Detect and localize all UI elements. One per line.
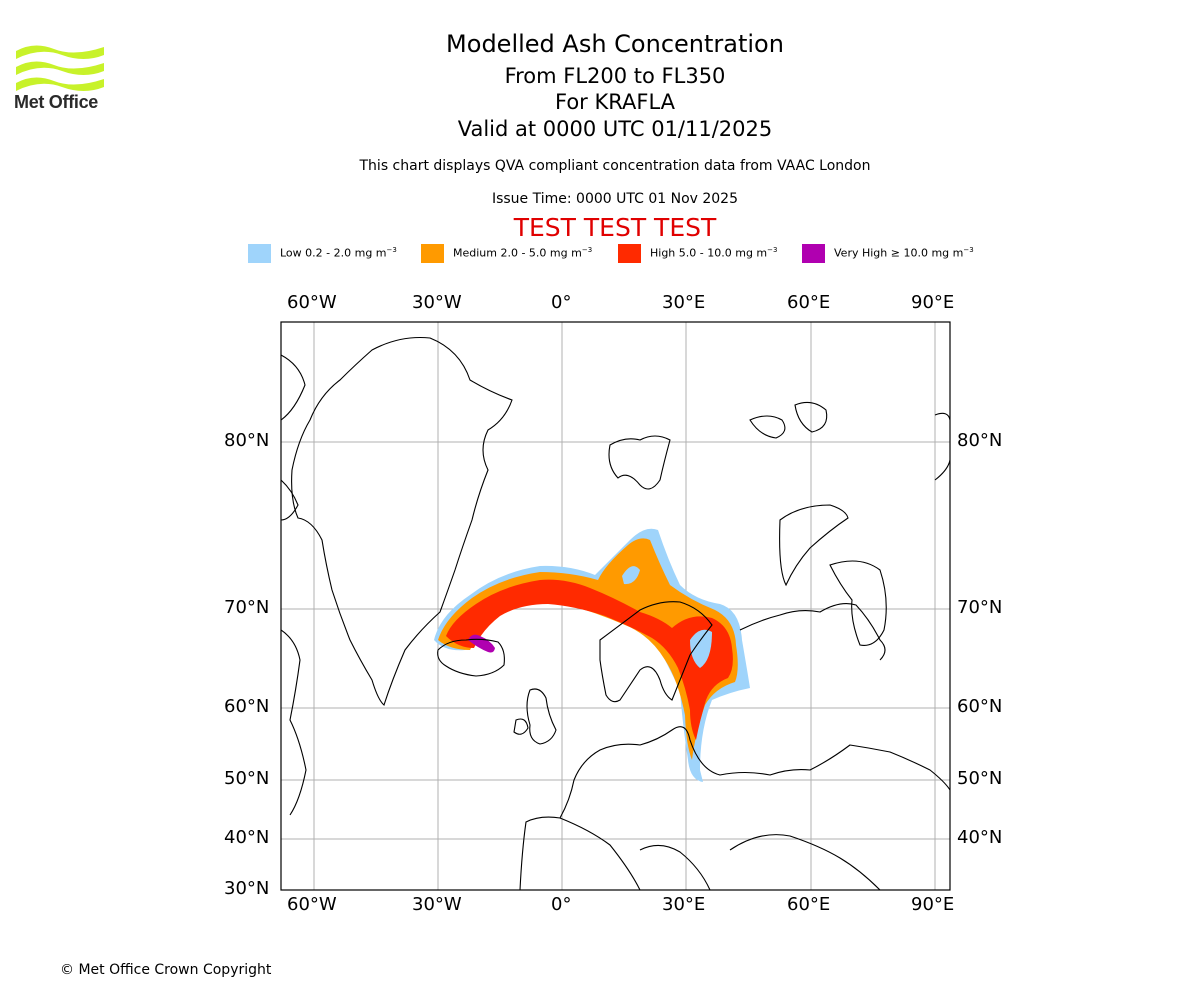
lon-tick-top: 60°E (787, 292, 831, 313)
lon-tick-top: 60°W (287, 292, 337, 313)
lon-tick-top: 90°E (911, 292, 955, 313)
legend-swatch-low (248, 244, 271, 263)
lon-tick-top: 30°W (412, 292, 462, 313)
lat-tick-left: 50°N (224, 768, 270, 789)
test-banner: TEST TEST TEST (513, 213, 717, 242)
legend-label-medium: Medium 2.0 - 5.0 mg m (453, 246, 582, 260)
lon-tick-bottom: 30°E (662, 894, 706, 915)
coastlines (281, 336, 950, 890)
met-office-logo-icon (16, 45, 104, 91)
logo-text: Met Office (14, 92, 99, 112)
map-frame (280, 321, 951, 891)
legend-swatch-high (618, 244, 641, 263)
chart-title: Modelled Ash Concentration (446, 30, 784, 58)
copyright-notice: © Met Office Crown Copyright (60, 962, 272, 978)
lon-tick-top: 0° (551, 292, 572, 313)
flight-levels: From FL200 to FL350 (504, 64, 726, 88)
lon-tick-bottom: 90°E (911, 894, 955, 915)
lat-tick-left: 60°N (224, 696, 270, 717)
lon-tick-top: 30°E (662, 292, 706, 313)
legend-swatch-medium (421, 244, 444, 263)
valid-time: Valid at 0000 UTC 01/11/2025 (457, 117, 773, 141)
lat-tick-left: 40°N (224, 827, 270, 848)
legend-label-low: Low 0.2 - 2.0 mg m (280, 246, 387, 260)
lat-tick-left: 80°N (224, 430, 270, 451)
lon-tick-bottom: 0° (551, 894, 572, 915)
gridlines (281, 322, 950, 890)
lat-tick-left: 70°N (224, 597, 270, 618)
lat-tick-right: 70°N (957, 597, 1003, 618)
lat-tick-right: 40°N (957, 827, 1003, 848)
lat-tick-right: 80°N (957, 430, 1003, 451)
lon-tick-bottom: 30°W (412, 894, 462, 915)
lat-tick-right: 60°N (957, 696, 1003, 717)
ash-high-region (446, 579, 733, 740)
lat-tick-left: 30°N (224, 878, 270, 899)
volcano-name: For KRAFLA (555, 90, 675, 114)
lon-tick-bottom: 60°E (787, 894, 831, 915)
legend-swatch-very-high (802, 244, 825, 263)
qva-note: This chart displays QVA compliant concen… (359, 158, 871, 174)
lat-tick-right: 50°N (957, 768, 1003, 789)
issue-time: Issue Time: 0000 UTC 01 Nov 2025 (491, 191, 739, 207)
legend-label-very-high: Very High ≥ 10.0 mg m (834, 246, 964, 260)
legend-label-high: High 5.0 - 10.0 mg m (650, 246, 768, 260)
lon-tick-bottom: 60°W (287, 894, 337, 915)
